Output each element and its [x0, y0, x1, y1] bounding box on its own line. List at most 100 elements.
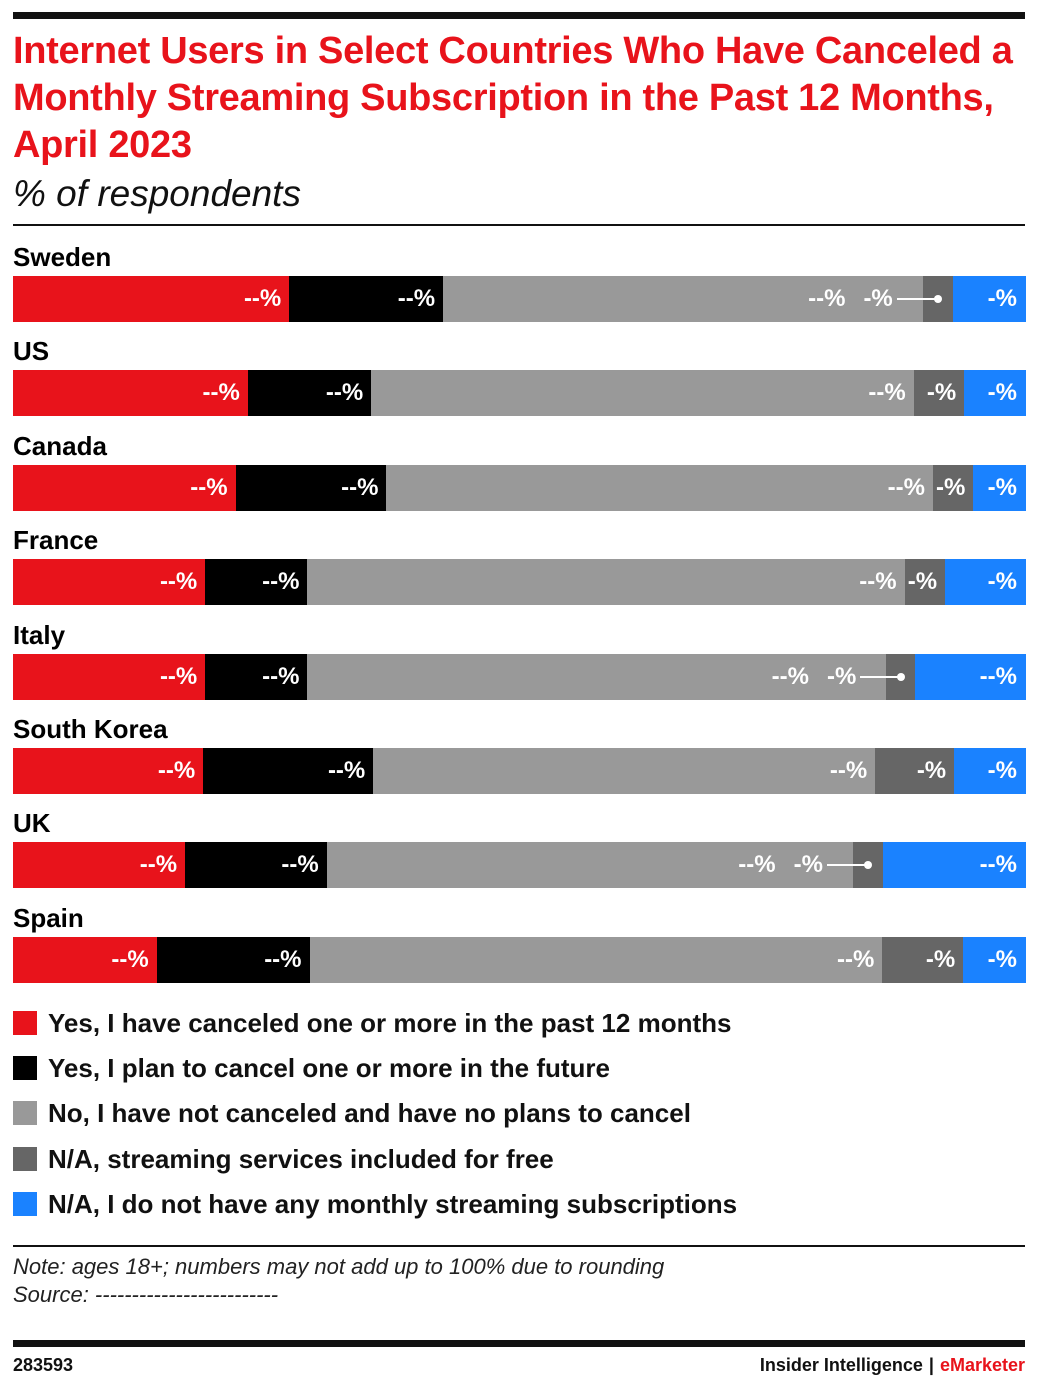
legend-swatch-no	[13, 1101, 37, 1126]
country-label-spain: Spain	[13, 903, 84, 933]
bar-value-label-free: -%	[936, 474, 966, 501]
bar-row-spain: --% --% --% -% -%	[13, 937, 1026, 983]
bar-segment-canceled	[13, 937, 158, 983]
bar-segment-none	[964, 370, 1026, 416]
bar-value-label-none: -%	[987, 568, 1017, 595]
bar-segment-free	[904, 559, 946, 605]
bar-row-france: --% --% --% -% -%	[13, 559, 1026, 605]
bar-segment-plan	[156, 937, 311, 983]
legend-swatch-none	[13, 1191, 37, 1216]
bar-segment-no	[443, 276, 924, 322]
bar-segment-canceled	[13, 654, 206, 700]
bar-value-label-none: --%	[979, 851, 1017, 878]
legend-label-plan: Yes, I plan to cancel one or more in the…	[48, 1053, 611, 1084]
bar-segment-canceled	[13, 748, 204, 794]
bar-value-label-free: -%	[827, 663, 857, 690]
bar-segment-plan	[247, 370, 372, 416]
bar-segment-none	[953, 276, 1026, 322]
bar-segment-plan	[203, 748, 374, 794]
legend-item-no: No, I have not canceled and have no plan…	[13, 1098, 1025, 1128]
bar-segment-no	[373, 748, 876, 794]
bar-value-label-free: -%	[925, 946, 956, 973]
subtitle-rule	[13, 224, 1025, 226]
bar-value-label-none: -%	[987, 379, 1017, 406]
bar-segment-canceled	[13, 559, 206, 605]
bar-row-sweden: --% --% --% -% -%	[13, 276, 1026, 322]
brand-accent: eMarketer	[939, 1355, 1025, 1375]
bar-segment-none	[883, 842, 1026, 888]
chart-title: Internet Users in Select Countries Who H…	[13, 30, 1013, 166]
bar-segment-none	[945, 559, 1026, 605]
bar-value-label-none: -%	[987, 285, 1017, 312]
legend-item-canceled: Yes, I have canceled one or more in the …	[13, 1008, 1025, 1038]
bar-value-label-canceled: --%	[111, 946, 149, 973]
bar-row-italy: --% --% --% -% --%	[13, 654, 1026, 700]
country-label-uk: UK	[13, 808, 51, 838]
brand-main: Insider Intelligence	[759, 1355, 923, 1375]
bar-segment-plan	[185, 842, 328, 888]
bar-segment-free	[913, 370, 965, 416]
bar-segment-canceled	[13, 276, 290, 322]
bar-value-label-no: --%	[738, 851, 776, 878]
bar-value-label-free: -%	[793, 851, 823, 878]
bar-value-label-free: -%	[907, 568, 938, 595]
bar-row-canada: --% --% --% -% -%	[13, 465, 1026, 511]
country-label-italy: Italy	[13, 620, 66, 650]
brand-credit: Insider Intelligence | eMarketer	[760, 1354, 1025, 1376]
bar-segment-none	[963, 937, 1026, 983]
bar-value-label-no: --%	[859, 568, 897, 595]
top-rule	[13, 12, 1025, 19]
bar-segment-none	[973, 465, 1026, 511]
legend-item-free: N/A, streaming services included for fre…	[13, 1144, 1025, 1174]
bar-value-label-free: -%	[916, 757, 947, 784]
country-label-south-korea: South Korea	[13, 714, 168, 744]
bar-segment-canceled	[13, 842, 186, 888]
bar-value-label-plan: --%	[281, 851, 319, 878]
stacked-bar-chart: Sweden --% --% --% -% -% US --% --% --% -% -% Canada…	[13, 242, 1026, 983]
country-label-france: France	[13, 525, 99, 555]
chart-note: Note: ages 18+; numbers may not add up t…	[13, 1254, 665, 1279]
bar-value-label-none: --%	[979, 663, 1017, 690]
bar-segment-plan	[205, 559, 309, 605]
bar-value-label-plan: --%	[325, 379, 364, 406]
bar-value-label-plan: --%	[262, 663, 300, 690]
bar-segment-plan	[289, 276, 444, 322]
bar-segment-free	[875, 748, 955, 794]
bar-value-label-canceled: --%	[159, 663, 198, 690]
bar-value-label-plan: --%	[397, 285, 436, 312]
bar-value-label-free: -%	[863, 285, 893, 312]
bar-value-label-no: --%	[887, 474, 925, 501]
bar-segment-no	[371, 370, 915, 416]
label-leader-line	[896, 298, 938, 300]
bar-value-label-canceled: --%	[243, 285, 282, 312]
bar-segment-none	[954, 748, 1026, 794]
legend-label-no: No, I have not canceled and have no plan…	[48, 1098, 691, 1129]
bar-value-label-no: --%	[868, 379, 906, 406]
legend-swatch-canceled	[13, 1011, 37, 1035]
bar-value-label-plan: --%	[327, 757, 366, 784]
bar-value-label-canceled: --%	[139, 851, 178, 878]
bar-value-label-canceled: --%	[190, 474, 228, 501]
label-leader-dot	[896, 673, 905, 681]
bar-segment-plan	[205, 654, 309, 700]
bar-value-label-none: -%	[987, 946, 1017, 973]
bar-value-label-plan: --%	[264, 946, 302, 973]
label-leader-line	[860, 676, 901, 678]
bar-segment-no	[386, 465, 934, 511]
bar-value-label-plan: --%	[341, 474, 379, 501]
legend-swatch-free	[13, 1146, 37, 1171]
legend-label-none: N/A, I do not have any monthly streaming…	[48, 1188, 738, 1219]
country-label-canada: Canada	[13, 431, 107, 461]
bar-value-label-free: -%	[926, 379, 957, 406]
bar-value-label-canceled: --%	[202, 379, 240, 406]
bar-value-label-none: -%	[987, 757, 1017, 784]
chart-id: 283593	[13, 1355, 74, 1375]
bar-value-label-no: --%	[771, 663, 809, 690]
brand-separator: |	[928, 1355, 934, 1375]
bar-value-label-none: -%	[987, 474, 1017, 501]
bar-segment-no	[326, 842, 854, 888]
legend-swatch-plan	[13, 1056, 37, 1081]
chart-subtitle: % of respondents	[13, 173, 301, 214]
bar-row-us: --% --% --% -% -%	[13, 370, 1026, 416]
legend-item-none: N/A, I do not have any monthly streaming…	[13, 1189, 1025, 1219]
